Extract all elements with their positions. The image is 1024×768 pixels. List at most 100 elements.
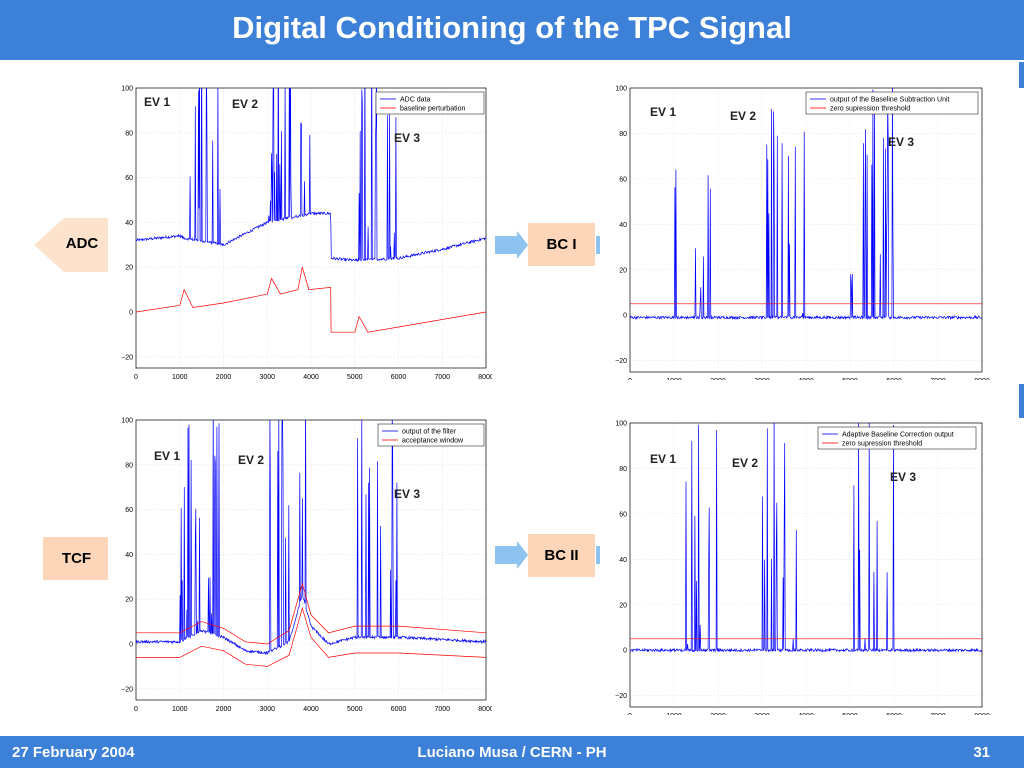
axes-box — [135, 87, 487, 369]
series-line — [136, 606, 486, 667]
event-annotation: EV 1 — [154, 449, 180, 463]
chart-baseline-subtraction: 0 1000 2000 3000 4000 5000 6000 7000 8000 −20 0 20 4… — [600, 80, 992, 380]
x-tick-label: 5000 — [347, 374, 363, 380]
plot-area — [136, 420, 486, 667]
plot-svg: 0 1000 2000 3000 4000 5000 6000 7000 8000 −20 0 20 4… — [615, 421, 990, 716]
x-tick-label: 8000 — [478, 706, 492, 712]
y-tick-label: 60 — [125, 175, 133, 182]
x-tick-label: 6000 — [391, 706, 407, 712]
legend-box — [377, 423, 485, 447]
x-tick-label: 0 — [628, 713, 632, 715]
axes-box — [135, 419, 487, 701]
series-line — [136, 582, 486, 645]
y-tick-label: 20 — [125, 265, 133, 272]
x-tick-label: 5000 — [842, 713, 858, 715]
x-tick-label: 7000 — [930, 378, 946, 380]
footer-author: Luciano Musa / CERN - PH — [417, 744, 607, 761]
event-annotation: EV 2 — [732, 456, 758, 470]
footer-date: 27 February 2004 — [12, 744, 135, 761]
x-tick-label: 2000 — [710, 713, 726, 715]
event-annotation: EV 3 — [394, 487, 420, 501]
plot-area — [630, 423, 982, 653]
axes-box — [629, 422, 983, 708]
y-tick-label: 60 — [619, 511, 627, 518]
legend-entry: output of the filter — [402, 429, 457, 436]
x-tick-label: 8000 — [478, 374, 492, 380]
y-tick-label: 0 — [129, 310, 133, 317]
event-annotation: EV 2 — [730, 109, 756, 123]
y-tick-label: 0 — [623, 313, 627, 320]
y-tick-label: 100 — [121, 418, 133, 425]
y-tick-label: 40 — [619, 222, 627, 229]
series-line — [630, 423, 982, 653]
arrow-to-bc2 — [495, 541, 528, 569]
footer-page: 31 — [973, 744, 990, 761]
x-tick-label: 4000 — [303, 706, 319, 712]
x-tick-label: 4000 — [798, 378, 814, 380]
adc-label: ADC — [65, 235, 99, 252]
adc-pentagon — [34, 218, 112, 272]
x-tick-label: 3000 — [754, 713, 770, 715]
x-tick-label: 1000 — [666, 378, 682, 380]
x-tick-label: 6000 — [886, 713, 902, 715]
x-tick-label: 1000 — [172, 374, 188, 380]
y-tick-label: 40 — [125, 220, 133, 227]
y-tick-label: 80 — [619, 131, 627, 138]
y-tick-label: −20 — [615, 693, 627, 700]
y-tick-label: 20 — [619, 602, 627, 609]
x-tick-label: 4000 — [303, 374, 319, 380]
y-tick-label: 0 — [623, 648, 627, 655]
x-tick-label: 3000 — [259, 706, 275, 712]
y-tick-label: 0 — [129, 642, 133, 649]
legend-entry: ADC data — [400, 97, 430, 104]
x-tick-label: 1000 — [172, 706, 188, 712]
y-tick-label: −20 — [615, 358, 627, 365]
legend-entry: zero supression threshold — [842, 441, 922, 448]
event-annotation: EV 1 — [650, 105, 676, 119]
legend-entry: acceptance window — [402, 438, 464, 445]
y-tick-label: 100 — [615, 86, 627, 93]
y-tick-label: 100 — [121, 86, 133, 93]
x-tick-label: 6000 — [886, 378, 902, 380]
arrow-to-bc1 — [495, 231, 528, 259]
x-tick-label: 0 — [134, 374, 138, 380]
x-tick-label: 8000 — [974, 713, 990, 715]
series-line — [630, 88, 982, 321]
series-line — [136, 267, 486, 333]
event-annotation: EV 3 — [888, 135, 914, 149]
legend-box — [375, 91, 485, 115]
bc1-block: BC I — [528, 223, 595, 266]
chart-adaptive-baseline: 0 1000 2000 3000 4000 5000 6000 7000 8000 −20 0 20 4… — [600, 415, 992, 715]
footer-bar: 27 February 2004 Luciano Musa / CERN - P… — [0, 736, 1024, 768]
y-tick-label: 80 — [125, 130, 133, 137]
y-tick-label: 60 — [125, 507, 133, 514]
x-tick-label: 7000 — [434, 706, 450, 712]
series-line — [136, 420, 486, 656]
x-tick-label: 5000 — [347, 706, 363, 712]
event-annotation: EV 1 — [650, 452, 676, 466]
event-annotation: EV 2 — [232, 97, 258, 111]
plot-svg: 0 1000 2000 3000 4000 5000 6000 7000 8000 −20 0 20 4… — [615, 86, 990, 381]
x-tick-label: 4000 — [798, 713, 814, 715]
legend-entry: zero supression threshold — [830, 106, 910, 113]
plot-area — [136, 88, 486, 333]
legend-entry: output of the Baseline Subtraction Unit — [830, 97, 950, 104]
x-tick-label: 7000 — [434, 374, 450, 380]
y-tick-label: −20 — [121, 686, 133, 693]
y-tick-label: 20 — [125, 597, 133, 604]
x-tick-label: 5000 — [842, 378, 858, 380]
y-tick-label: 60 — [619, 176, 627, 183]
event-annotation: EV 3 — [890, 470, 916, 484]
x-tick-label: 3000 — [754, 378, 770, 380]
edge-mark — [1019, 384, 1024, 418]
chart-filter-output: 0 1000 2000 3000 4000 5000 6000 7000 8000 −20 0 20 4… — [108, 412, 492, 712]
legend-entry: baseline perturbation — [400, 106, 465, 113]
event-annotation: EV 2 — [238, 453, 264, 467]
legend-box — [817, 426, 977, 450]
y-tick-label: 80 — [125, 462, 133, 469]
bc2-block: BC II — [528, 534, 595, 577]
y-tick-label: 100 — [615, 421, 627, 428]
x-tick-label: 0 — [628, 378, 632, 380]
x-tick-label: 1000 — [666, 713, 682, 715]
legend-entry: Adaptive Baseline Correction output — [842, 432, 954, 439]
